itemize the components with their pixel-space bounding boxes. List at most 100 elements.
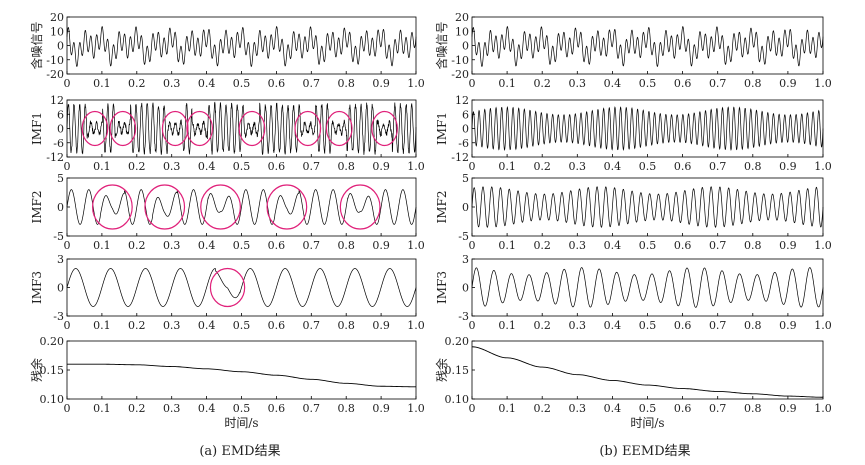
mode-mixing-circle <box>294 110 322 147</box>
x-tick-label: 0.9 <box>372 239 390 252</box>
x-tick-label: 0.6 <box>674 319 692 332</box>
panel-eemd-1 <box>471 99 824 158</box>
signal-line <box>66 189 417 225</box>
x-tick-label: 0 <box>64 402 71 415</box>
y-axis-label: IMF3 <box>435 271 449 304</box>
y-tick-label: 20 <box>455 11 469 24</box>
panel-emd-3 <box>66 258 417 317</box>
x-tick-label: 0.1 <box>498 160 516 173</box>
panel-emd-1 <box>66 99 417 158</box>
plot-frame <box>471 16 824 75</box>
y-tick-label: 5 <box>462 172 469 185</box>
x-tick-label: 0.7 <box>709 239 727 252</box>
mode-mixing-circle <box>266 184 308 230</box>
x-tick-label: 0.7 <box>303 402 321 415</box>
y-tick-label: -6 <box>458 137 469 150</box>
x-tick-label: 0.6 <box>674 77 692 90</box>
x-tick-label: 0.9 <box>779 77 797 90</box>
x-tick-label: 0 <box>64 239 71 252</box>
x-tick-label: 0.2 <box>128 319 146 332</box>
mode-mixing-circle <box>81 110 109 147</box>
plot-frame <box>471 340 824 400</box>
x-tick-label: 0.2 <box>128 239 146 252</box>
mode-mixing-circle <box>161 110 189 147</box>
y-tick-label: 0 <box>462 123 469 136</box>
y-tick-label: -10 <box>451 54 469 67</box>
mode-mixing-circle <box>109 110 137 147</box>
x-tick-label: 0.2 <box>533 160 551 173</box>
panel-eemd-3 <box>471 258 824 317</box>
x-tick-label: 0 <box>469 160 476 173</box>
x-tick-label: 0.6 <box>268 319 286 332</box>
x-tick-label: 0 <box>64 77 71 90</box>
y-axis-label: IMF1 <box>30 112 44 145</box>
x-tick-label: 0.6 <box>674 160 692 173</box>
x-tick-label: 1.0 <box>407 77 425 90</box>
x-axis-label: 时间/s <box>224 416 258 430</box>
y-tick-label: 0.10 <box>445 393 470 406</box>
x-tick-label: 0.7 <box>709 402 727 415</box>
x-tick-label: 0.1 <box>93 402 111 415</box>
x-tick-label: 0.8 <box>744 239 762 252</box>
y-axis-label: IMF3 <box>30 271 44 304</box>
signal-line <box>66 101 417 156</box>
y-tick-label: 6 <box>57 108 64 121</box>
x-tick-label: 0.4 <box>198 77 216 90</box>
signal-line <box>471 186 824 228</box>
x-tick-label: 1.0 <box>814 319 832 332</box>
x-tick-label: 1.0 <box>814 239 832 252</box>
x-tick-label: 0.5 <box>639 77 657 90</box>
mode-mixing-circle <box>371 110 398 147</box>
x-tick-label: 0.3 <box>163 77 181 90</box>
mode-mixing-circle <box>144 184 186 230</box>
x-tick-label: 0.4 <box>198 160 216 173</box>
y-tick-label: -5 <box>53 230 64 243</box>
x-tick-label: 0.4 <box>604 319 622 332</box>
x-tick-label: 0.7 <box>709 160 727 173</box>
y-axis-label: IMF1 <box>435 112 449 145</box>
x-tick-label: 0.4 <box>198 239 216 252</box>
x-tick-label: 0.7 <box>303 319 321 332</box>
x-tick-label: 0.8 <box>337 239 355 252</box>
x-tick-label: 0.8 <box>337 402 355 415</box>
signal-line <box>67 363 416 388</box>
x-tick-label: 0.1 <box>93 319 111 332</box>
panel-emd-0 <box>66 16 417 75</box>
panel-eemd-2 <box>471 177 824 237</box>
y-tick-label: 0.20 <box>40 335 65 348</box>
x-tick-label: 0 <box>469 319 476 332</box>
y-tick-label: 10 <box>455 25 469 38</box>
x-tick-label: 0.2 <box>128 160 146 173</box>
y-tick-label: 12 <box>455 94 469 107</box>
x-tick-label: 0.9 <box>372 402 390 415</box>
x-tick-label: 0.5 <box>233 319 251 332</box>
x-tick-label: 0.2 <box>533 77 551 90</box>
signal-line <box>471 346 824 398</box>
y-tick-label: -12 <box>451 151 469 164</box>
x-tick-label: 0.1 <box>498 77 516 90</box>
y-tick-label: 0.15 <box>445 364 470 377</box>
x-tick-label: 1.0 <box>814 77 832 90</box>
y-axis-label: 含噪信号 <box>29 21 44 69</box>
y-tick-label: 3 <box>57 253 64 266</box>
x-tick-label: 0.2 <box>128 402 146 415</box>
x-tick-label: 0.2 <box>533 239 551 252</box>
x-tick-label: 0.9 <box>372 160 390 173</box>
plot-frame <box>66 16 417 75</box>
y-tick-label: -20 <box>46 68 64 81</box>
x-tick-label: 0.6 <box>674 402 692 415</box>
x-tick-label: 1.0 <box>407 402 425 415</box>
x-tick-label: 1.0 <box>407 319 425 332</box>
x-tick-label: 0.2 <box>533 319 551 332</box>
panel-eemd-4 <box>471 340 824 400</box>
panel-emd-4 <box>66 340 417 400</box>
x-tick-label: 0.4 <box>198 402 216 415</box>
x-tick-label: 0.8 <box>744 160 762 173</box>
x-tick-label: 0.6 <box>268 160 286 173</box>
x-tick-label: 0.6 <box>268 77 286 90</box>
x-tick-label: 0 <box>469 239 476 252</box>
y-tick-label: 3 <box>462 253 469 266</box>
x-tick-label: 0.8 <box>337 160 355 173</box>
x-tick-label: 0.3 <box>163 402 181 415</box>
x-tick-label: 0.6 <box>268 402 286 415</box>
